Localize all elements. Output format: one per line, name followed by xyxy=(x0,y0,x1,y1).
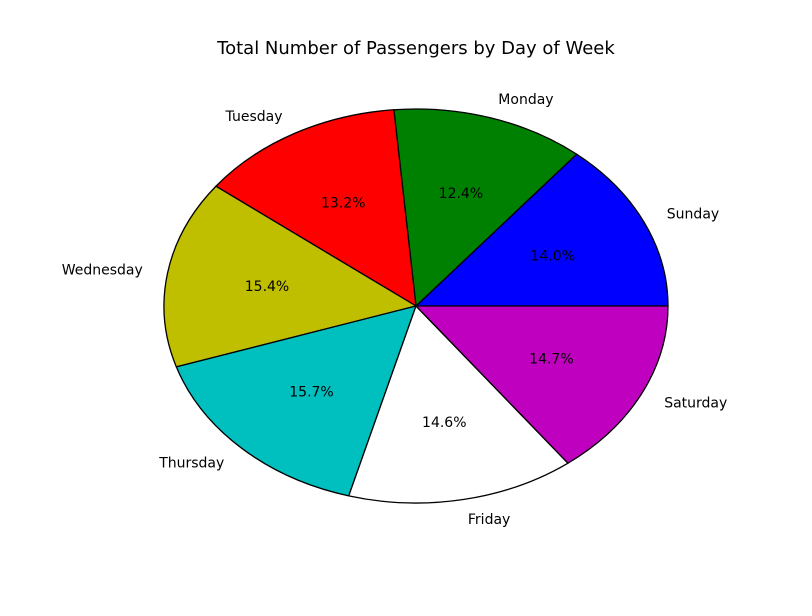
pie-category-label-sunday: Sunday xyxy=(667,207,719,223)
pie-percent-label-monday: 12.4% xyxy=(439,186,483,202)
pie-slice-thursday xyxy=(175,305,417,497)
pie-slice-monday xyxy=(393,108,578,307)
pie-slice-friday xyxy=(348,305,569,504)
pie-percent-label-tuesday: 13.2% xyxy=(321,195,365,211)
pie-category-label-thursday: Thursday xyxy=(158,456,224,472)
pie-percent-label-thursday: 15.7% xyxy=(289,384,333,400)
pie-percent-labels: 14.0% 12.4% 13.2% 15.4% 15.7% 14.6% 14.7% xyxy=(245,186,575,431)
pie-slices xyxy=(163,108,669,504)
pie-slice-saturday xyxy=(415,305,669,464)
pie-category-label-tuesday: Tuesday xyxy=(225,109,283,125)
pie-slice-sunday xyxy=(415,153,669,307)
chart-title: Total Number of Passengers by Day of Wee… xyxy=(216,38,615,59)
pie-percent-label-wednesday: 15.4% xyxy=(245,279,289,295)
pie-category-label-saturday: Saturday xyxy=(664,396,727,412)
pie-category-label-monday: Monday xyxy=(498,92,553,108)
pie-category-label-friday: Friday xyxy=(468,512,510,528)
pie-percent-label-friday: 14.6% xyxy=(422,415,466,431)
pie-slice-tuesday xyxy=(215,109,417,307)
pie-percent-label-saturday: 14.7% xyxy=(529,352,573,368)
pie-category-labels: Sunday Monday Tuesday Wednesday Thursday Frid… xyxy=(62,92,728,528)
pie-category-label-wednesday: Wednesday xyxy=(62,262,143,278)
pie-percent-label-sunday: 14.0% xyxy=(531,249,575,265)
